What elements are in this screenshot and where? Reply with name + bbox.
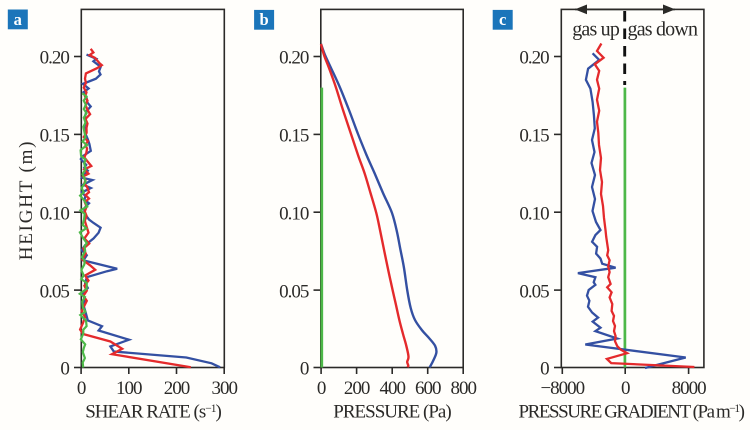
- svg-text:0.10: 0.10: [40, 203, 70, 224]
- svg-text:0: 0: [621, 378, 630, 399]
- svg-text:SHEAR RATE (s−1): SHEAR RATE (s−1): [85, 401, 221, 422]
- svg-text:300: 300: [211, 378, 237, 399]
- svg-text:0.20: 0.20: [279, 48, 309, 69]
- svg-text:0.10: 0.10: [279, 203, 309, 224]
- svg-text:PRESSURE GRADIENT (Pa m−1): PRESSURE GRADIENT (Pa m−1): [518, 401, 744, 422]
- svg-text:0: 0: [300, 359, 309, 380]
- svg-text:a: a: [14, 10, 22, 29]
- svg-text:800: 800: [450, 378, 476, 399]
- svg-text:c: c: [499, 10, 506, 29]
- svg-text:0: 0: [540, 359, 549, 380]
- svg-text:0.15: 0.15: [279, 126, 309, 147]
- svg-text:8000: 8000: [672, 378, 707, 399]
- svg-text:0.05: 0.05: [519, 281, 549, 302]
- svg-text:600: 600: [415, 378, 441, 399]
- svg-text:PRESSURE (Pa): PRESSURE (Pa): [333, 401, 451, 422]
- svg-text:0.15: 0.15: [40, 126, 70, 147]
- svg-text:0.20: 0.20: [519, 48, 549, 69]
- svg-text:0.15: 0.15: [519, 126, 549, 147]
- svg-text:200: 200: [344, 378, 370, 399]
- svg-text:HEIGHT (m): HEIGHT (m): [16, 140, 37, 261]
- svg-text:100: 100: [116, 378, 142, 399]
- svg-text:0.05: 0.05: [279, 281, 309, 302]
- svg-text:gas down: gas down: [628, 19, 699, 41]
- svg-text:200: 200: [164, 378, 190, 399]
- svg-text:400: 400: [379, 378, 405, 399]
- svg-text:−8000: −8000: [540, 378, 584, 399]
- svg-text:0.10: 0.10: [519, 203, 549, 224]
- svg-text:0: 0: [77, 378, 86, 399]
- svg-text:0.05: 0.05: [40, 281, 70, 302]
- svg-text:0: 0: [60, 359, 69, 380]
- svg-text:b: b: [260, 10, 269, 29]
- svg-text:0: 0: [317, 378, 326, 399]
- svg-text:0.20: 0.20: [40, 48, 70, 69]
- svg-text:gas up: gas up: [572, 19, 620, 41]
